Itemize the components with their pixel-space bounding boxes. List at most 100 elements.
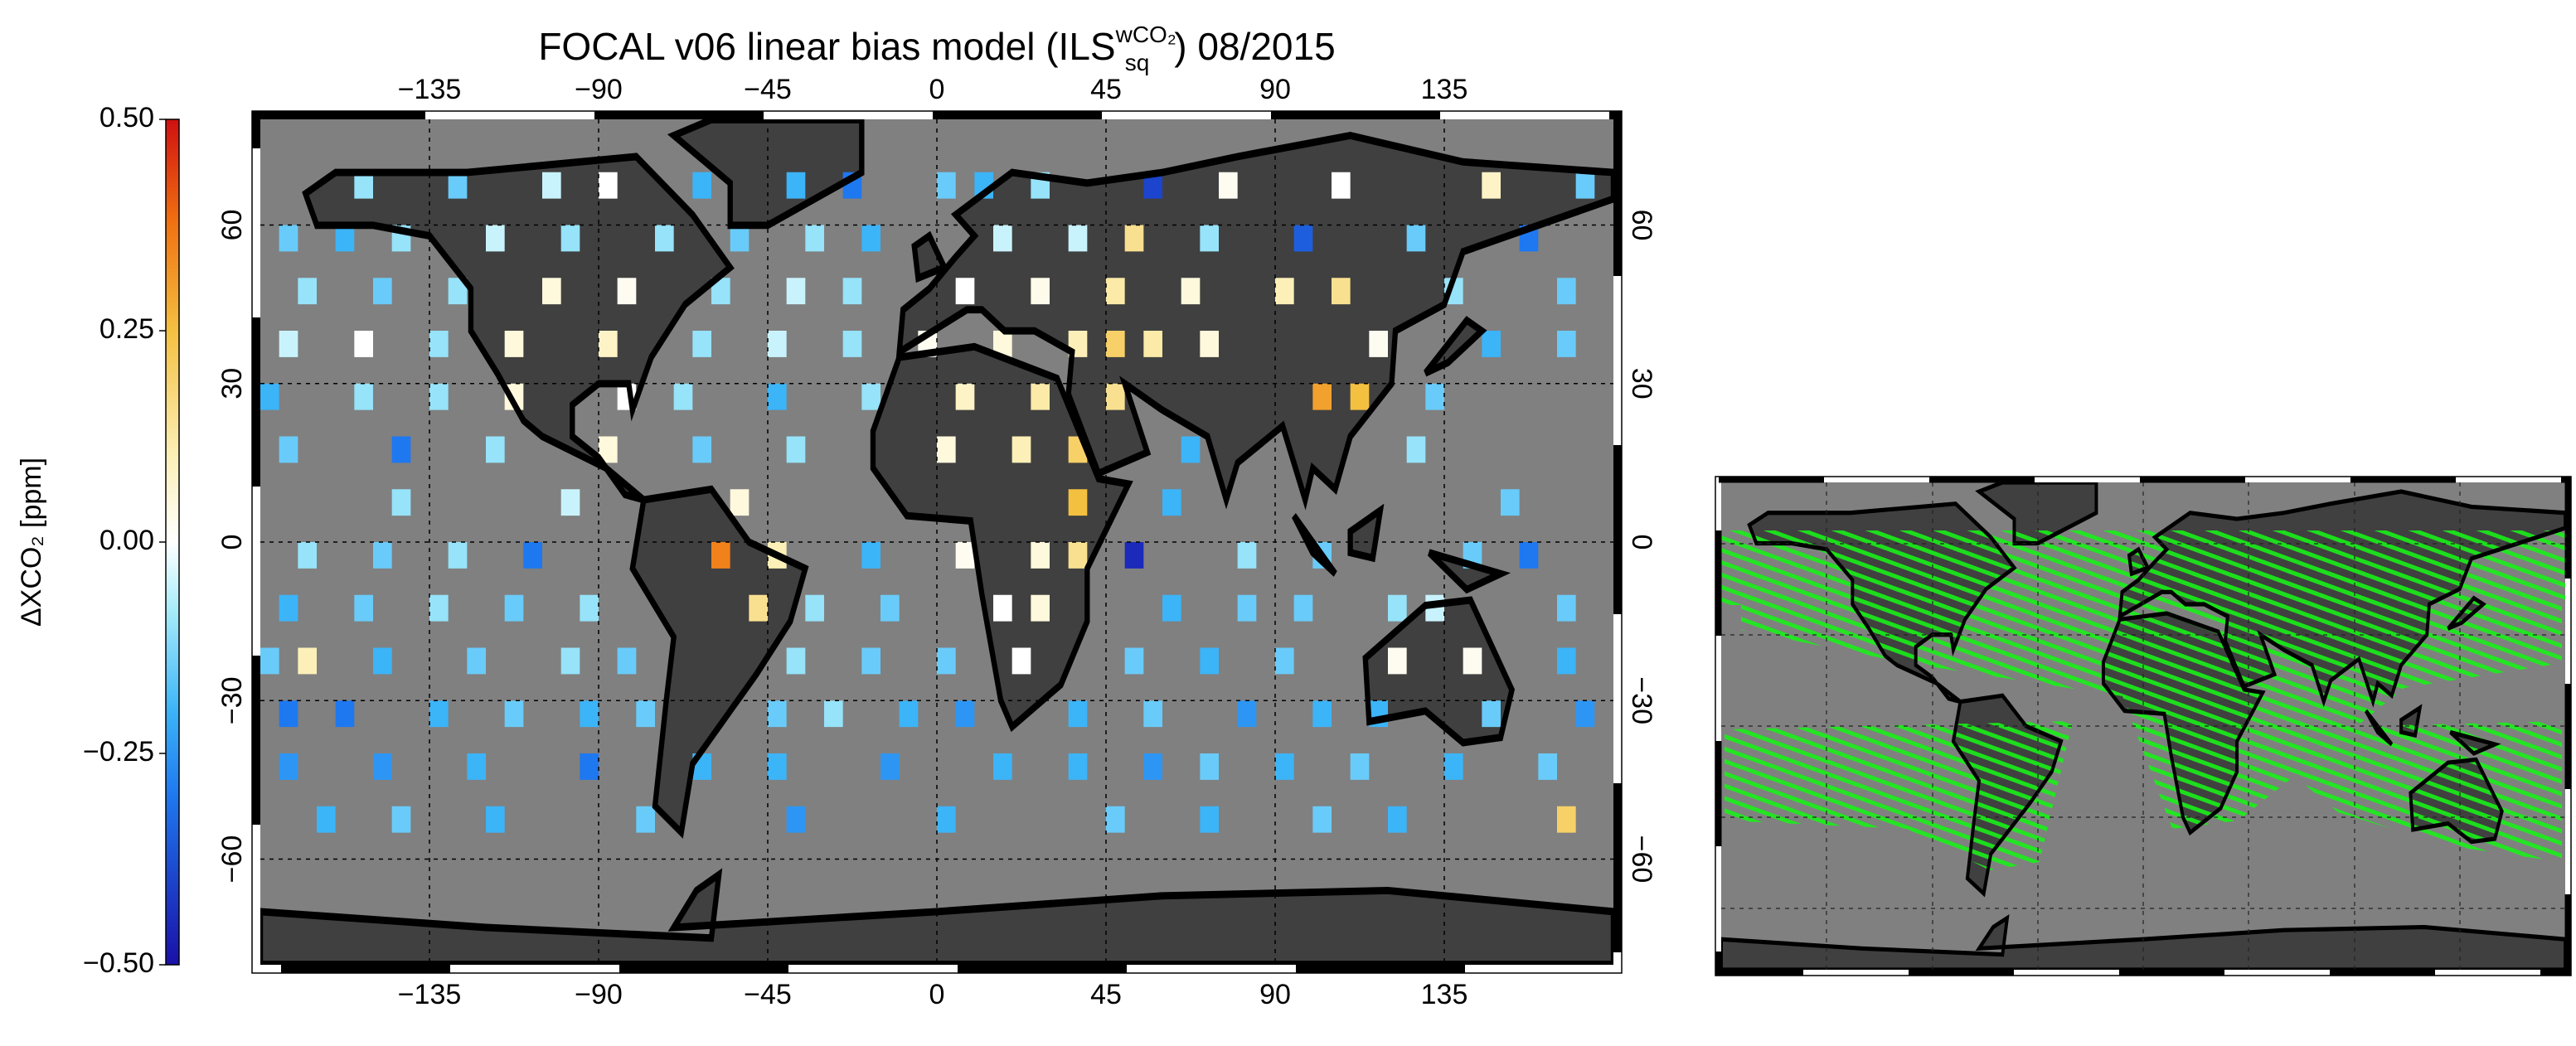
grid-cell <box>429 383 449 410</box>
grid-cell <box>317 806 336 833</box>
grid-cell <box>373 753 392 780</box>
map-border <box>251 110 1623 974</box>
grid-cell <box>1237 594 1257 622</box>
grid-cell <box>768 383 787 410</box>
grid-cell <box>861 542 880 569</box>
grid-cell <box>298 542 317 569</box>
grid-cell <box>786 278 806 305</box>
grid-cell <box>1275 278 1294 305</box>
grid-cell <box>599 172 618 199</box>
grid-cell <box>786 436 806 463</box>
x-tick-label: −45 <box>744 979 792 1010</box>
y-tick-label: 60 <box>1626 210 1657 241</box>
grid-cell <box>955 542 975 569</box>
x-tick-label: 0 <box>929 979 945 1010</box>
grid-cell <box>730 489 750 516</box>
grid-cell <box>786 806 806 833</box>
grid-cell <box>1162 594 1181 622</box>
grid-cell <box>1388 806 1407 833</box>
x-tick-label: 0 <box>929 74 945 105</box>
grid-cell <box>1031 542 1050 569</box>
grid-cell <box>1350 753 1370 780</box>
grid-cell <box>1068 542 1088 569</box>
grid-cell <box>1312 700 1332 728</box>
grid-cell <box>861 225 880 252</box>
grid-cell <box>1501 489 1520 516</box>
colorbar-label: ΔXCO₂ [ppm] <box>16 458 47 627</box>
grid-cell <box>1275 647 1294 675</box>
grid-cell <box>279 225 298 252</box>
title-text: ) 08/2015 <box>1174 25 1335 68</box>
grid-cell <box>580 700 599 728</box>
grid-cell <box>1068 225 1088 252</box>
grid-cell <box>1557 278 1576 305</box>
grid-cell <box>1293 225 1313 252</box>
grid-cell <box>580 594 599 622</box>
grid-cell <box>711 542 730 569</box>
grid-cell <box>391 489 411 516</box>
title-subscript: sq <box>1125 50 1150 75</box>
grid-cell <box>1219 172 1238 199</box>
grid-cell <box>937 436 956 463</box>
grid-cell <box>993 225 1012 252</box>
x-tick-label: 45 <box>1090 74 1122 105</box>
axes: −135 −135 −90 −90 −45 −45 0 0 45 45 90 90 135 135 −60 −… <box>216 74 1657 1010</box>
chart-title: FOCAL v06 linear bias model (ILSwCO₂ sq) … <box>538 22 1335 75</box>
grid-cell <box>786 647 806 675</box>
grid-cell <box>429 331 449 357</box>
y-tick-label: 30 <box>1626 368 1657 400</box>
grid-cell <box>504 331 524 357</box>
grid-cell <box>1106 383 1125 410</box>
grid-cell <box>486 225 505 252</box>
grid-cell <box>260 383 279 410</box>
grid-cell <box>1557 647 1576 675</box>
grid-cell <box>429 700 449 728</box>
grid-cell <box>692 172 711 199</box>
grid-cell <box>1031 278 1050 305</box>
grid-cell <box>1575 172 1595 199</box>
colorbar <box>165 119 180 966</box>
grid-cell <box>955 383 975 410</box>
grid-cell <box>448 278 468 305</box>
grid <box>260 119 1613 965</box>
grid-cell <box>1143 753 1162 780</box>
grid-cell <box>861 383 880 410</box>
grid-cell <box>354 331 373 357</box>
grid-cell <box>1575 700 1595 728</box>
grid-cell <box>955 700 975 728</box>
grid-cell <box>1275 753 1294 780</box>
grid-cell <box>1237 700 1257 728</box>
colorbar-tick-label: 0.00 <box>99 525 154 556</box>
grid-cell <box>279 700 298 728</box>
grid-cell <box>1031 383 1050 410</box>
grid-cell <box>692 331 711 357</box>
grid-cell <box>560 489 580 516</box>
grid-cell <box>335 700 355 728</box>
grid-cell <box>1332 172 1351 199</box>
grid-cell <box>1482 331 1501 357</box>
grid-cell <box>1557 594 1576 622</box>
grid-cell <box>260 647 279 675</box>
y-tick-label: −30 <box>216 676 248 724</box>
grid-cell <box>373 647 392 675</box>
x-tick-label: −90 <box>575 74 623 105</box>
grid-cell <box>373 278 392 305</box>
title-text: FOCAL v06 linear bias model (ILS <box>538 25 1115 68</box>
x-tick-label: −90 <box>575 979 623 1010</box>
grid-cell <box>730 225 750 252</box>
x-tick-label: 135 <box>1421 979 1468 1010</box>
grid-cell <box>599 331 618 357</box>
grid-cell <box>805 225 824 252</box>
grid-cell <box>429 594 449 622</box>
y-tick-label: 0 <box>216 535 248 550</box>
grid-cell <box>448 172 468 199</box>
y-tick-label: −30 <box>1626 676 1657 724</box>
colorbar-tick-label: 0.25 <box>99 313 154 345</box>
grid-cell <box>1068 753 1088 780</box>
grid-cell <box>899 700 919 728</box>
grid-cell <box>279 594 298 622</box>
grid-cell <box>1143 331 1162 357</box>
grid-cell <box>1031 594 1050 622</box>
grid-cell <box>486 436 505 463</box>
y-tick-label: −60 <box>1626 835 1657 884</box>
